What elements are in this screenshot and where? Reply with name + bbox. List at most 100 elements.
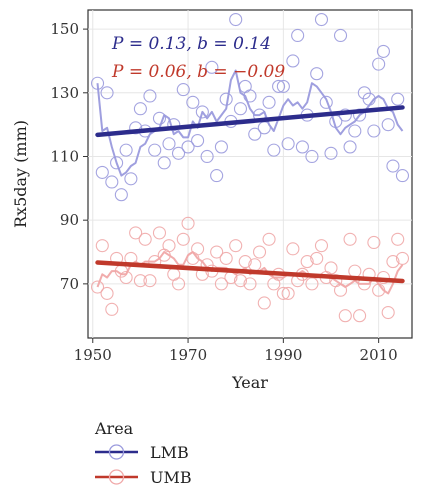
lmb-point	[248, 127, 262, 141]
lmb-point	[381, 118, 395, 132]
y-axis-title: Rx5day (mm)	[11, 120, 30, 228]
x-tick-label: 1990	[264, 346, 302, 364]
umb-point	[257, 296, 271, 310]
umb-point	[105, 302, 119, 316]
lmb-point	[210, 169, 224, 183]
umb-point	[338, 309, 352, 323]
umb-point	[129, 226, 143, 240]
lmb-point	[348, 124, 362, 138]
umb-point	[353, 309, 367, 323]
umb-point	[210, 245, 224, 259]
umb-point	[391, 232, 405, 246]
umb-point	[233, 274, 248, 288]
lmb-point	[272, 79, 286, 93]
plot-panel	[87, 9, 413, 339]
legend: Area LMB UMB	[94, 419, 192, 487]
umb-point	[276, 286, 290, 300]
y-tick-label: 110	[50, 147, 79, 165]
x-axis-title: Year	[231, 373, 268, 392]
y-tick-label: 90	[60, 211, 79, 229]
lmb-trend-line	[95, 105, 405, 138]
legend-title: Area	[94, 419, 134, 438]
lmb-point	[214, 140, 228, 154]
lmb-point	[314, 13, 329, 27]
umb-trend-line	[95, 260, 405, 284]
lmb-point	[305, 149, 319, 164]
lmb-point	[291, 28, 305, 43]
umb-point	[214, 277, 228, 291]
lmb-point	[262, 95, 276, 109]
lmb-point	[181, 140, 195, 154]
umb-point	[219, 251, 233, 265]
umb-point	[252, 245, 267, 259]
grid	[88, 10, 412, 338]
umb-point	[229, 239, 243, 253]
umb-point	[171, 277, 186, 291]
legend-marker-umb	[108, 469, 125, 485]
umb-point	[138, 232, 152, 246]
annotation-lmb-stats: P = 0.13, b = 0.14	[111, 34, 271, 54]
lmb-point	[119, 143, 133, 157]
lmb-point	[310, 67, 324, 81]
umb-point	[324, 261, 338, 275]
lmb-point	[395, 169, 410, 183]
lmb-point	[157, 156, 171, 170]
umb-point	[243, 277, 257, 291]
umb-point	[367, 235, 381, 250]
umb-point	[181, 216, 195, 230]
lmb-point	[124, 172, 138, 186]
lmb-point	[324, 146, 338, 160]
lmb-point	[176, 83, 190, 97]
lmb-running-mean-line	[96, 69, 404, 177]
legend-marker-lmb	[108, 444, 125, 460]
lmb-point	[333, 28, 348, 43]
x-tick-label: 2010	[360, 346, 398, 364]
legend-label-umb: UMB	[150, 468, 192, 487]
lmb-point	[229, 13, 243, 27]
umb-point	[133, 274, 147, 288]
umb-point	[343, 232, 357, 246]
x-tick-label: 1970	[169, 346, 207, 364]
umb-point	[381, 305, 395, 320]
series-lines	[95, 69, 405, 295]
lmb-point	[367, 124, 381, 138]
x-tick-label: 1950	[74, 346, 112, 364]
umb-point	[310, 251, 324, 265]
lmb-point	[152, 111, 167, 125]
lmb-point	[205, 60, 219, 74]
umb-point	[395, 251, 410, 265]
lmb-point	[200, 149, 214, 164]
y-tick-label: 70	[60, 275, 79, 293]
lmb-point	[148, 143, 162, 157]
lmb-point	[171, 146, 186, 160]
umb-point	[143, 274, 157, 288]
lmb-point	[286, 54, 300, 68]
umb-point	[191, 242, 205, 256]
umb-point	[262, 232, 276, 246]
lmb-point	[343, 140, 357, 154]
lmb-point	[391, 92, 405, 106]
lmb-point	[386, 159, 400, 173]
umb-point	[119, 270, 133, 285]
legend-label-lmb: LMB	[150, 443, 189, 462]
lmb-point	[372, 57, 386, 71]
umb-point	[162, 239, 176, 253]
umb-point	[90, 280, 105, 294]
lmb-point	[233, 102, 248, 116]
umb-point	[300, 255, 314, 269]
umb-running-mean-line	[96, 251, 404, 295]
lmb-point	[110, 156, 124, 170]
lmb-point	[105, 175, 119, 189]
lmb-point	[100, 86, 114, 100]
lmb-point	[95, 165, 109, 179]
lmb-point	[195, 105, 209, 119]
annotation-umb-stats: P = 0.06, b = −0.09	[111, 62, 285, 82]
umb-point	[281, 286, 295, 300]
lmb-point	[276, 79, 290, 93]
lmb-point	[267, 143, 281, 157]
umb-point	[95, 239, 109, 253]
umb-point	[314, 239, 329, 253]
umb-point	[176, 232, 190, 246]
lmb-point	[191, 134, 205, 148]
